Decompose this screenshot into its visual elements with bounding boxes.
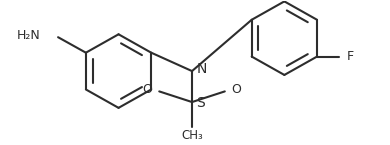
Text: F: F <box>347 50 354 63</box>
Text: O: O <box>232 83 242 96</box>
Text: O: O <box>142 83 152 96</box>
Text: N: N <box>197 62 207 76</box>
Text: CH₃: CH₃ <box>181 129 203 142</box>
Text: H₂N: H₂N <box>16 29 40 42</box>
Text: S: S <box>196 96 205 110</box>
